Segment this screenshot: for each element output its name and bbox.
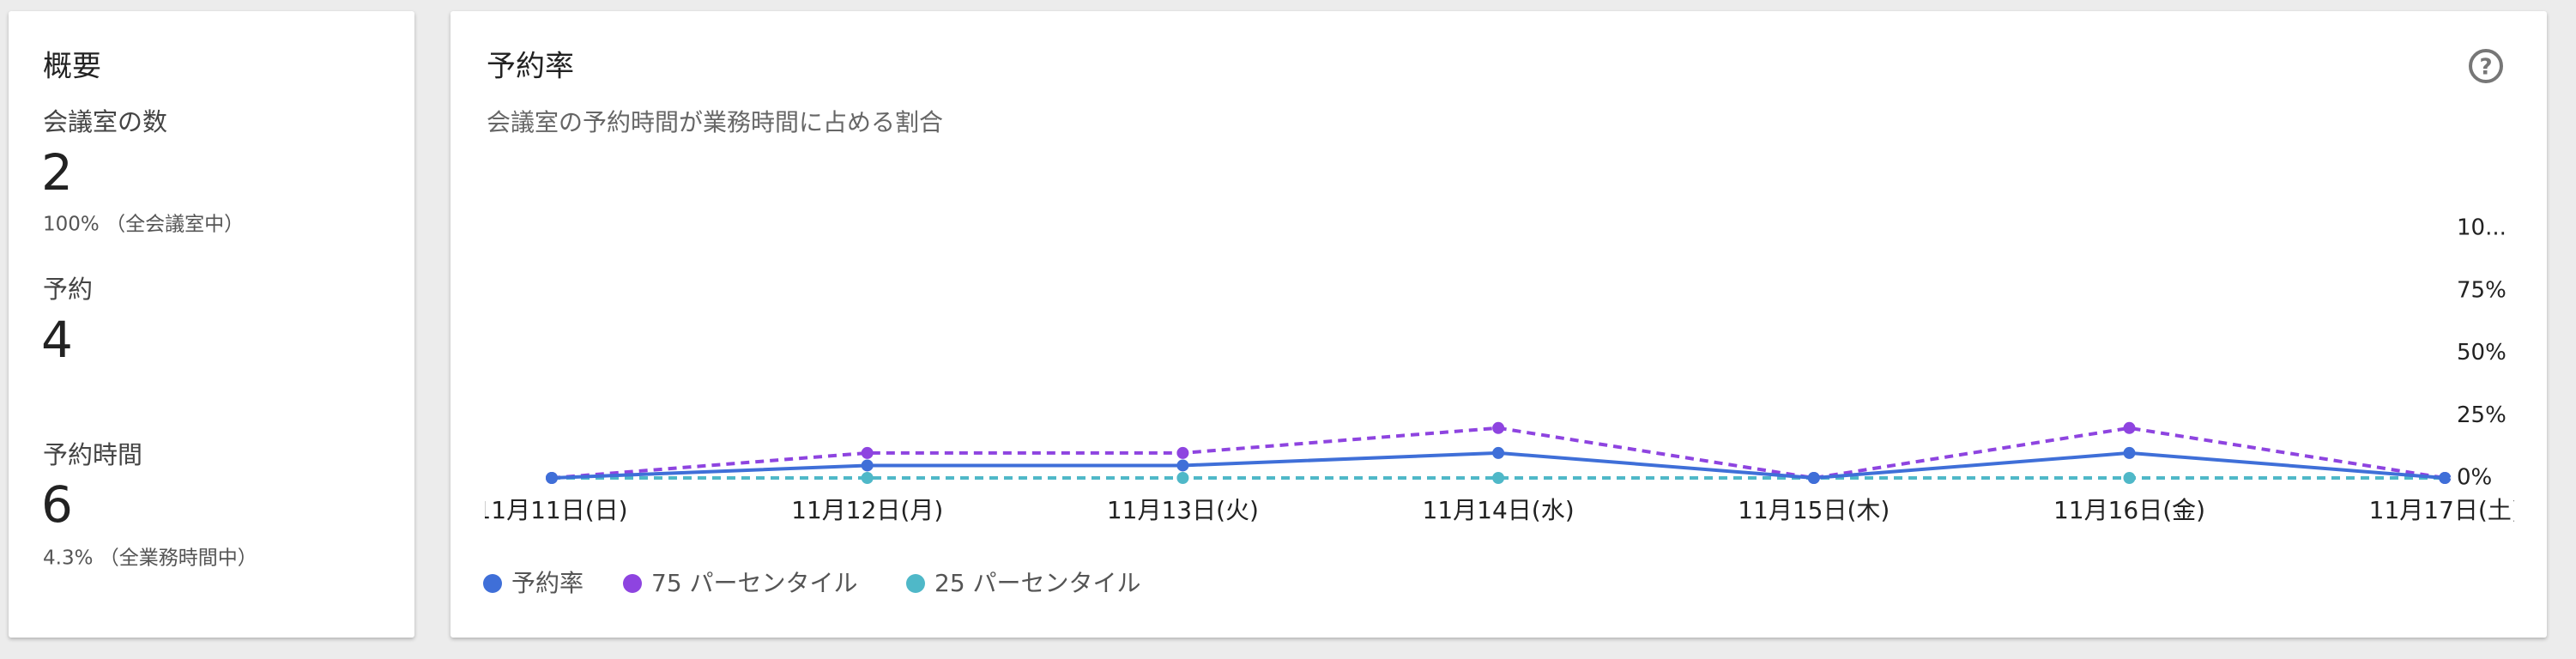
data-point bbox=[2123, 446, 2136, 459]
legend-label: 25 パーセンタイル bbox=[934, 569, 1141, 597]
svg-text:?: ? bbox=[2479, 55, 2492, 81]
data-point bbox=[1176, 472, 1189, 484]
x-tick-label: 11月16日(金) bbox=[2053, 496, 2205, 524]
data-point bbox=[2123, 472, 2136, 484]
data-point bbox=[1492, 446, 1505, 459]
data-point bbox=[1492, 421, 1505, 434]
chart-title: 予約率 bbox=[487, 50, 574, 84]
item-note: 100% （全会議室中） bbox=[43, 214, 244, 236]
x-tick-label: 11月11日(日) bbox=[475, 496, 627, 524]
data-point bbox=[861, 459, 874, 472]
legend-label: 予約率 bbox=[511, 569, 584, 597]
y-tick-label: 10... bbox=[2457, 215, 2506, 241]
chart: 予約率 会議室の予約時間が業務時間に占める割合 ? 11月11日(日) 11月12… bbox=[475, 49, 2521, 597]
item-label: 予約 bbox=[43, 275, 93, 304]
x-tick-label: 11月15日(木) bbox=[1738, 496, 1890, 524]
y-tick-label: 0% bbox=[2457, 465, 2492, 491]
legend-swatch bbox=[906, 574, 925, 593]
x-tick-label: 11月13日(火) bbox=[1107, 496, 1259, 524]
chart-card: 予約率 会議室の予約時間が業務時間に占める割合 ? 11月11日(日) 11月12… bbox=[450, 11, 2547, 638]
data-point bbox=[1176, 459, 1189, 472]
data-point bbox=[2123, 421, 2136, 434]
data-point bbox=[2439, 472, 2452, 484]
data-point bbox=[1492, 472, 1505, 484]
item-label: 予約時間 bbox=[43, 440, 142, 469]
legend-swatch bbox=[623, 574, 642, 593]
y-tick-label: 75% bbox=[2457, 277, 2506, 303]
summary-card: 概要 会議室の数 2 100% （全会議室中） 予約 4 予約時間 6 4.3% （全業務時間… bbox=[9, 11, 414, 638]
data-point bbox=[861, 472, 874, 484]
data-point bbox=[1176, 446, 1189, 459]
item-label: 会議室の数 bbox=[43, 107, 167, 136]
data-point bbox=[861, 446, 874, 459]
x-tick-label: 11月17日(土) bbox=[2369, 496, 2521, 524]
chart-subtitle: 会議室の予約時間が業務時間に占める割合 bbox=[487, 108, 943, 136]
legend-label: 75 パーセンタイル bbox=[651, 569, 858, 597]
summary-title: 概要 bbox=[43, 50, 101, 84]
y-tick-label: 25% bbox=[2457, 402, 2506, 428]
data-point bbox=[1807, 472, 1820, 484]
help-icon[interactable]: ? bbox=[2469, 49, 2503, 83]
legend-swatch bbox=[483, 574, 502, 593]
x-tick-label: 11月14日(水) bbox=[1423, 496, 1575, 524]
item-value: 4 bbox=[41, 311, 73, 369]
item-note: 4.3% （全業務時間中） bbox=[43, 547, 257, 570]
summary: 概要 会議室の数 2 100% （全会議室中） 予約 4 予約時間 6 4.3% （全業務時間… bbox=[41, 50, 257, 570]
y-tick-label: 50% bbox=[2457, 340, 2506, 366]
data-point bbox=[546, 472, 558, 484]
item-value: 6 bbox=[41, 475, 73, 534]
x-tick-label: 11月12日(月) bbox=[791, 496, 943, 524]
item-value: 2 bbox=[41, 143, 73, 202]
